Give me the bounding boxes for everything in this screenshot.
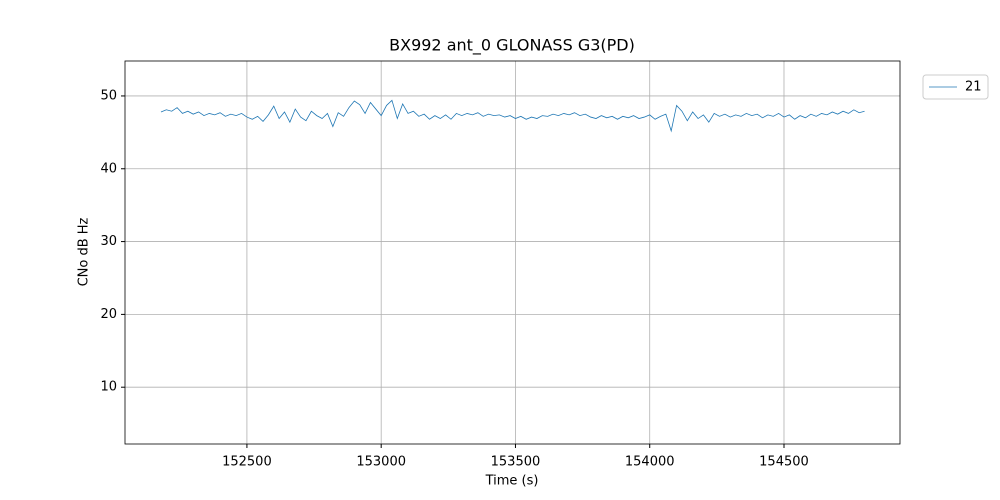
- x-tick-label: 154000: [625, 455, 675, 470]
- x-tick-label: 152500: [222, 455, 272, 470]
- x-axis-label: Time (s): [485, 474, 539, 489]
- y-tick-label: 30: [100, 234, 117, 249]
- x-tick-label: 154500: [759, 455, 809, 470]
- y-tick-label: 50: [100, 88, 117, 103]
- y-axis-label: CNo dB Hz: [77, 217, 92, 286]
- y-tick-label: 20: [100, 307, 117, 322]
- plot-frame: [124, 60, 901, 445]
- x-tick-label: 153000: [356, 455, 406, 470]
- data-line: [160, 99, 865, 133]
- y-tick-label: 40: [100, 161, 117, 176]
- y-tick-label: 10: [100, 380, 117, 395]
- x-tick-label: 153500: [491, 455, 541, 470]
- chart-title: BX992 ant_0 GLONASS G3(PD): [389, 36, 635, 56]
- legend-label: 21: [965, 80, 982, 95]
